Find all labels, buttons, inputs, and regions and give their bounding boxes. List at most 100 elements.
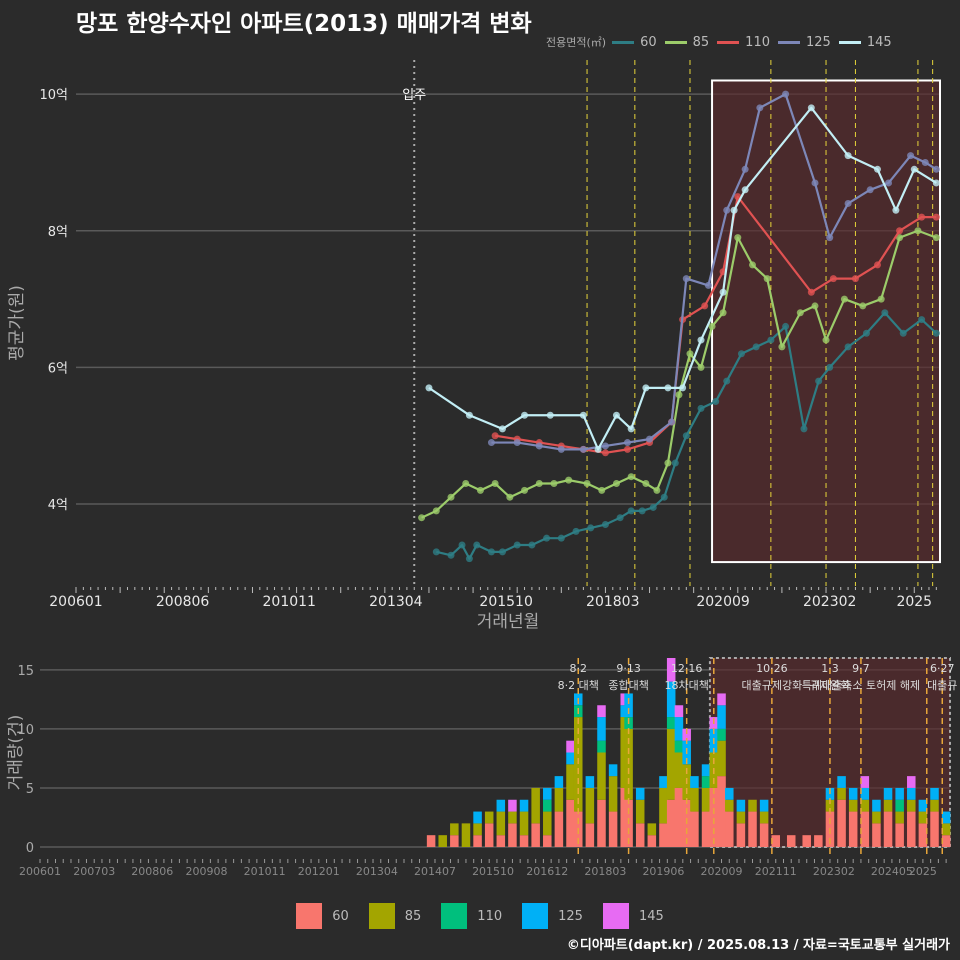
price-point-125 [756,104,764,112]
volume-bar-60 [771,835,781,847]
price-point-60 [671,459,679,467]
volume-bar-60 [496,835,506,847]
price-point-85 [914,227,922,235]
price-y-tick-label: 6억 [48,361,68,376]
price-point-125 [885,179,893,187]
volume-bar-60 [659,823,668,847]
price-point-60 [587,524,595,532]
volume-bar-60 [759,823,769,847]
source-footer: ©디아파트(dapt.kr) / 2025.08.13 / 자료=국토교통부 실… [566,938,950,953]
volume-bar-60 [701,811,711,847]
price-point-145 [697,336,705,344]
volume-bar-60 [426,835,436,847]
policy-date-label: 12·16 [671,662,703,675]
price-point-145 [612,411,620,419]
volume-bar-60 [848,811,858,847]
volume-bar-85 [883,799,893,812]
price-y-axis-title: 평균가(원) [7,285,27,361]
price-point-60 [800,425,808,433]
price-y-tick-label: 4억 [48,498,68,513]
volume-bar-60 [837,799,846,847]
volume-bar-60 [666,799,676,847]
volume-bar-145 [666,658,676,682]
volume-bar-125 [674,717,684,741]
volume-bar-85 [907,799,916,812]
price-point-85 [859,302,867,310]
price-point-145 [730,206,738,214]
policy-date-label: 6·27 [930,662,955,675]
volume-bar-125 [860,787,870,800]
volume-x-tick-label: 2025 [909,865,937,878]
price-point-145 [642,384,650,392]
policy-date-label: 9·13 [616,662,641,675]
volume-bar-85 [918,811,928,824]
volume-bar-60 [918,823,928,847]
price-point-85 [664,459,672,467]
volume-x-tick-label: 200908 [186,865,228,878]
volume-bar-85 [608,776,618,812]
volume-bar-60 [802,835,811,847]
volume-x-tick-label: 202405 [871,865,913,878]
price-point-85 [896,234,904,242]
price-point-60 [638,507,646,515]
price-point-110 [873,261,881,269]
price-point-125 [579,445,587,453]
volume-bar-125 [930,787,939,800]
price-point-60 [682,432,690,440]
volume-bar-125 [554,776,564,788]
price-point-60 [473,541,481,549]
price-point-125 [826,234,834,242]
chart-title: 망포 한양수자인 아파트(2013) 매매가격 변화 [76,11,532,37]
volume-x-tick-label: 200806 [131,865,173,878]
volume-bar-85 [519,811,529,836]
price-point-125 [535,442,543,450]
price-point-125 [623,439,631,447]
volume-bar-60 [814,835,823,847]
volume-x-tick-label: 200703 [73,865,115,878]
volume-bar-60 [450,835,459,847]
volume-bar-85 [674,752,684,788]
price-point-60 [447,551,455,559]
volume-bar-85 [531,787,540,824]
price-point-85 [811,302,819,310]
price-point-85 [932,234,940,242]
volume-bar-125 [624,693,633,718]
price-point-145 [932,179,940,187]
volume-bar-145 [717,693,726,706]
volume-bar-85 [666,728,676,800]
price-x-tick-label: 2025 [896,594,932,610]
volume-bar-110 [666,717,676,729]
price-y-tick-label: 8억 [48,225,68,240]
volume-x-tick-label: 202302 [813,865,855,878]
volume-x-tick-label: 200601 [19,865,61,878]
volume-bar-85 [941,823,951,836]
price-point-85 [565,476,573,484]
volume-x-tick-label: 201906 [642,865,684,878]
price-point-60 [815,377,823,385]
price-point-145 [627,425,635,433]
price-point-60 [649,503,657,511]
policy-date-label: 9·7 [852,662,870,675]
volume-bar-125 [496,799,506,812]
price-legend-item-85: 85 [664,35,709,50]
price-point-60 [660,493,668,501]
policy-text-label: 종합대책 [608,679,648,692]
volume-bar-125 [759,799,769,812]
policy-text-label: 8·2 대책 [558,679,599,692]
price-x-tick-label: 201011 [263,594,316,610]
price-point-125 [487,439,495,447]
price-point-60 [528,541,536,549]
price-point-125 [646,435,654,443]
volume-bar-85 [690,787,699,812]
volume-bar-125 [585,776,595,788]
price-point-60 [767,336,775,344]
volume-y-tick-label: 15 [17,664,34,679]
volume-bar-chart: 0 5 10 15 8·2 8·2 대책 9·13 종합대책 12·16 18차대책 10·26 대출… [6,657,957,878]
move-in-label: 입주 [402,88,426,103]
policy-date-label: 10·26 [756,662,788,675]
volume-bar-60 [484,823,494,847]
volume-x-tick-label: 201803 [584,865,626,878]
price-point-60 [844,343,852,351]
price-point-85 [822,336,830,344]
price-point-145 [873,165,881,173]
